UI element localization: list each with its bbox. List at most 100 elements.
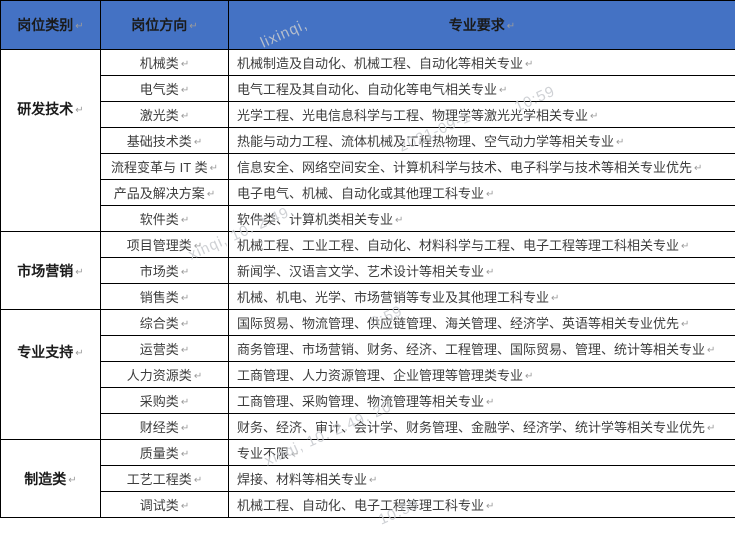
table-row: 市场营销 ↵ 项目管理类 ↵ 机械工程、工业工程、自动化、材料科学与工程、电子工程等理工… [0, 231, 735, 310]
eol-mark: ↵ [180, 267, 190, 278]
eol-mark: ↵ [506, 21, 516, 32]
category-cell: 制造类 ↵ [0, 439, 101, 518]
requirement-text: 电子电气、机械、自动化或其他理工科专业 [237, 186, 485, 201]
direction-label: 软件类 [139, 212, 179, 227]
direction-cell: 电气类 ↵ [100, 75, 229, 102]
eol-mark: ↵ [189, 21, 198, 32]
category-cell-inner: 专业支持 ↵ [2, 342, 100, 362]
table-body: 研发技术 ↵ 机械类 ↵ 机械制造及自动化、机械工程、自动化等相关专业 ↵ 电气类 ↵ 电气工程… [0, 49, 735, 518]
eol-mark: ↵ [486, 189, 495, 200]
table-row: 软件类 ↵ 软件类、计算机类相关专业 ↵ [1, 205, 735, 232]
requirement-cell: 电气工程及其自动化、自动化等电气相关专业 ↵ [228, 75, 735, 102]
table-row: 财经类 ↵ 财务、经济、审计、会计学、财务管理、金融学、经济学、统计学等相关专业优先… [1, 413, 735, 440]
requirement-cell: 热能与动力工程、流体机械及工程热物理、空气动力学等相关专业 ↵ [228, 127, 735, 154]
table-row: 电气类 ↵ 电气工程及其自动化、自动化等电气相关专业 ↵ [1, 75, 735, 102]
eol-mark: ↵ [180, 423, 190, 434]
requirement-cell: 新闻学、汉语言文学、艺术设计等相关专业 ↵ [228, 257, 735, 284]
requirement-text: 软件类、计算机类相关专业 [237, 212, 394, 227]
table-row: 调试类 ↵ 机械工程、自动化、电子工程等理工科专业 ↵ [1, 491, 735, 518]
direction-cell: 综合类 ↵ [100, 309, 229, 336]
eol-mark: ↵ [681, 319, 690, 330]
requirement-cell: 电子电气、机械、自动化或其他理工科专业 ↵ [228, 179, 735, 206]
requirement-text: 机械制造及自动化、机械工程、自动化等相关专业 [237, 56, 524, 71]
eol-mark: ↵ [180, 319, 190, 330]
requirement-cell: 机械制造及自动化、机械工程、自动化等相关专业 ↵ [228, 49, 735, 76]
requirement-cell: 软件类、计算机类相关专业 ↵ [228, 205, 735, 232]
eol-mark: ↵ [590, 111, 599, 122]
direction-label: 基础技术类 [126, 134, 192, 149]
category-cell: 市场营销 ↵ [0, 231, 101, 310]
column-header-direction-label: 岗位方向 [131, 17, 188, 33]
direction-cell: 市场类 ↵ [100, 257, 229, 284]
header-row: 岗位类别 ↵ 岗位方向 ↵ 专业要求 ↵ [0, 0, 735, 50]
column-header-category-label: 岗位类别 [17, 17, 74, 33]
position-requirements-table: 岗位类别 ↵ 岗位方向 ↵ 专业要求 ↵ 研发技术 ↵ 机械类 ↵ 机械制造及自动化、机械工程… [0, 0, 735, 518]
direction-label: 销售类 [139, 290, 179, 305]
requirement-cell: 信息安全、网络空间安全、计算机科学与技术、电子科学与技术等相关专业优先 ↵ [228, 153, 735, 180]
table-row: 流程变革与 IT 类 ↵ 信息安全、网络空间安全、计算机科学与技术、电子科学与技术等… [1, 153, 735, 180]
table-row: 采购类 ↵ 工商管理、采购管理、物流管理等相关专业 ↵ [1, 387, 735, 414]
direction-cell: 项目管理类 ↵ [100, 231, 229, 258]
requirement-text: 机械、机电、光学、市场营销等专业及其他理工科专业 [237, 290, 550, 305]
requirement-text: 国际贸易、物流管理、供应链管理、海关管理、经济学、英语等相关专业优先 [237, 316, 680, 331]
table-row: 产品及解决方案 ↵ 电子电气、机械、自动化或其他理工科专业 ↵ [1, 179, 735, 206]
direction-cell: 财经类 ↵ [100, 413, 229, 440]
eol-mark: ↵ [75, 21, 84, 32]
table-row: 激光类 ↵ 光学工程、光电信息科学与工程、物理学等激光光学相关专业 ↵ [1, 101, 735, 128]
column-header-requirement-label: 专业要求 [448, 17, 505, 33]
table-row: 基础技术类 ↵ 热能与动力工程、流体机械及工程热物理、空气动力学等相关专业 ↵ [1, 127, 735, 154]
column-header-direction: 岗位方向 ↵ [100, 0, 229, 50]
requirement-text: 专业不限 [237, 446, 290, 461]
eol-mark: ↵ [180, 501, 190, 512]
requirement-text: 机械工程、自动化、电子工程等理工科专业 [237, 498, 485, 513]
direction-label: 产品及解决方案 [113, 186, 205, 201]
eol-mark: ↵ [369, 475, 378, 486]
eol-mark: ↵ [486, 397, 495, 408]
requirement-cell: 机械工程、工业工程、自动化、材料科学与工程、电子工程等理工科相关专业 ↵ [228, 231, 735, 258]
direction-label: 采购类 [139, 394, 179, 409]
eol-mark: ↵ [193, 371, 203, 382]
eol-mark: ↵ [486, 501, 495, 512]
eol-mark: ↵ [75, 104, 84, 116]
eol-mark: ↵ [193, 475, 203, 486]
direction-label: 市场类 [139, 264, 179, 279]
table-row: 制造类 ↵ 质量类 ↵ 专业不限 ↵ [0, 439, 735, 518]
direction-cell: 流程变革与 IT 类 ↵ [100, 153, 229, 180]
category-cell: 专业支持 ↵ [0, 309, 101, 440]
requirement-cell: 机械工程、自动化、电子工程等理工科专业 ↵ [228, 491, 735, 518]
eol-mark: ↵ [180, 293, 190, 304]
direction-label: 激光类 [139, 108, 179, 123]
category-cell-inner: 研发技术 ↵ [2, 99, 100, 119]
category-cell-inner: 市场营销 ↵ [2, 261, 100, 281]
requirement-cell: 光学工程、光电信息科学与工程、物理学等激光光学相关专业 ↵ [228, 101, 735, 128]
eol-mark: ↵ [180, 59, 190, 70]
table-header: 岗位类别 ↵ 岗位方向 ↵ 专业要求 ↵ [0, 0, 735, 50]
eol-mark: ↵ [209, 163, 218, 174]
requirement-text: 光学工程、光电信息科学与工程、物理学等激光光学相关专业 [237, 108, 589, 123]
direction-label: 流程变革与 IT 类 [111, 160, 208, 175]
requirement-text: 工商管理、采购管理、物流管理等相关专业 [237, 394, 485, 409]
table-row: 运营类 ↵ 商务管理、市场营销、财务、经济、工程管理、国际贸易、管理、统计等相关专业… [1, 335, 735, 362]
direction-label: 工艺工程类 [126, 472, 192, 487]
direction-cell: 工艺工程类 ↵ [100, 465, 229, 492]
direction-cell: 质量类 ↵ [100, 439, 229, 466]
direction-cell: 产品及解决方案 ↵ [100, 179, 229, 206]
eol-mark: ↵ [180, 345, 190, 356]
requirement-text: 工商管理、人力资源管理、企业管理等管理类专业 [237, 368, 524, 383]
direction-label: 项目管理类 [126, 238, 192, 253]
requirement-text: 热能与动力工程、流体机械及工程热物理、空气动力学等相关专业 [237, 134, 615, 149]
category-cell-inner: 制造类 ↵ [2, 469, 100, 489]
table-row: 销售类 ↵ 机械、机电、光学、市场营销等专业及其他理工科专业 ↵ [1, 283, 735, 310]
category-label: 制造类 [24, 470, 67, 487]
category-label: 市场营销 [17, 262, 74, 279]
category-label: 研发技术 [17, 100, 74, 117]
eol-mark: ↵ [68, 474, 77, 486]
requirement-cell: 工商管理、人力资源管理、企业管理等管理类专业 ↵ [228, 361, 735, 388]
table-row: 市场类 ↵ 新闻学、汉语言文学、艺术设计等相关专业 ↵ [1, 257, 735, 284]
requirement-text: 机械工程、工业工程、自动化、材料科学与工程、电子工程等理工科相关专业 [237, 238, 680, 253]
direction-cell: 激光类 ↵ [100, 101, 229, 128]
requirement-text: 信息安全、网络空间安全、计算机科学与技术、电子科学与技术等相关专业优先 [237, 160, 693, 175]
table-row: 研发技术 ↵ 机械类 ↵ 机械制造及自动化、机械工程、自动化等相关专业 ↵ [0, 49, 735, 232]
eol-mark: ↵ [395, 215, 404, 226]
direction-cell: 人力资源类 ↵ [100, 361, 229, 388]
